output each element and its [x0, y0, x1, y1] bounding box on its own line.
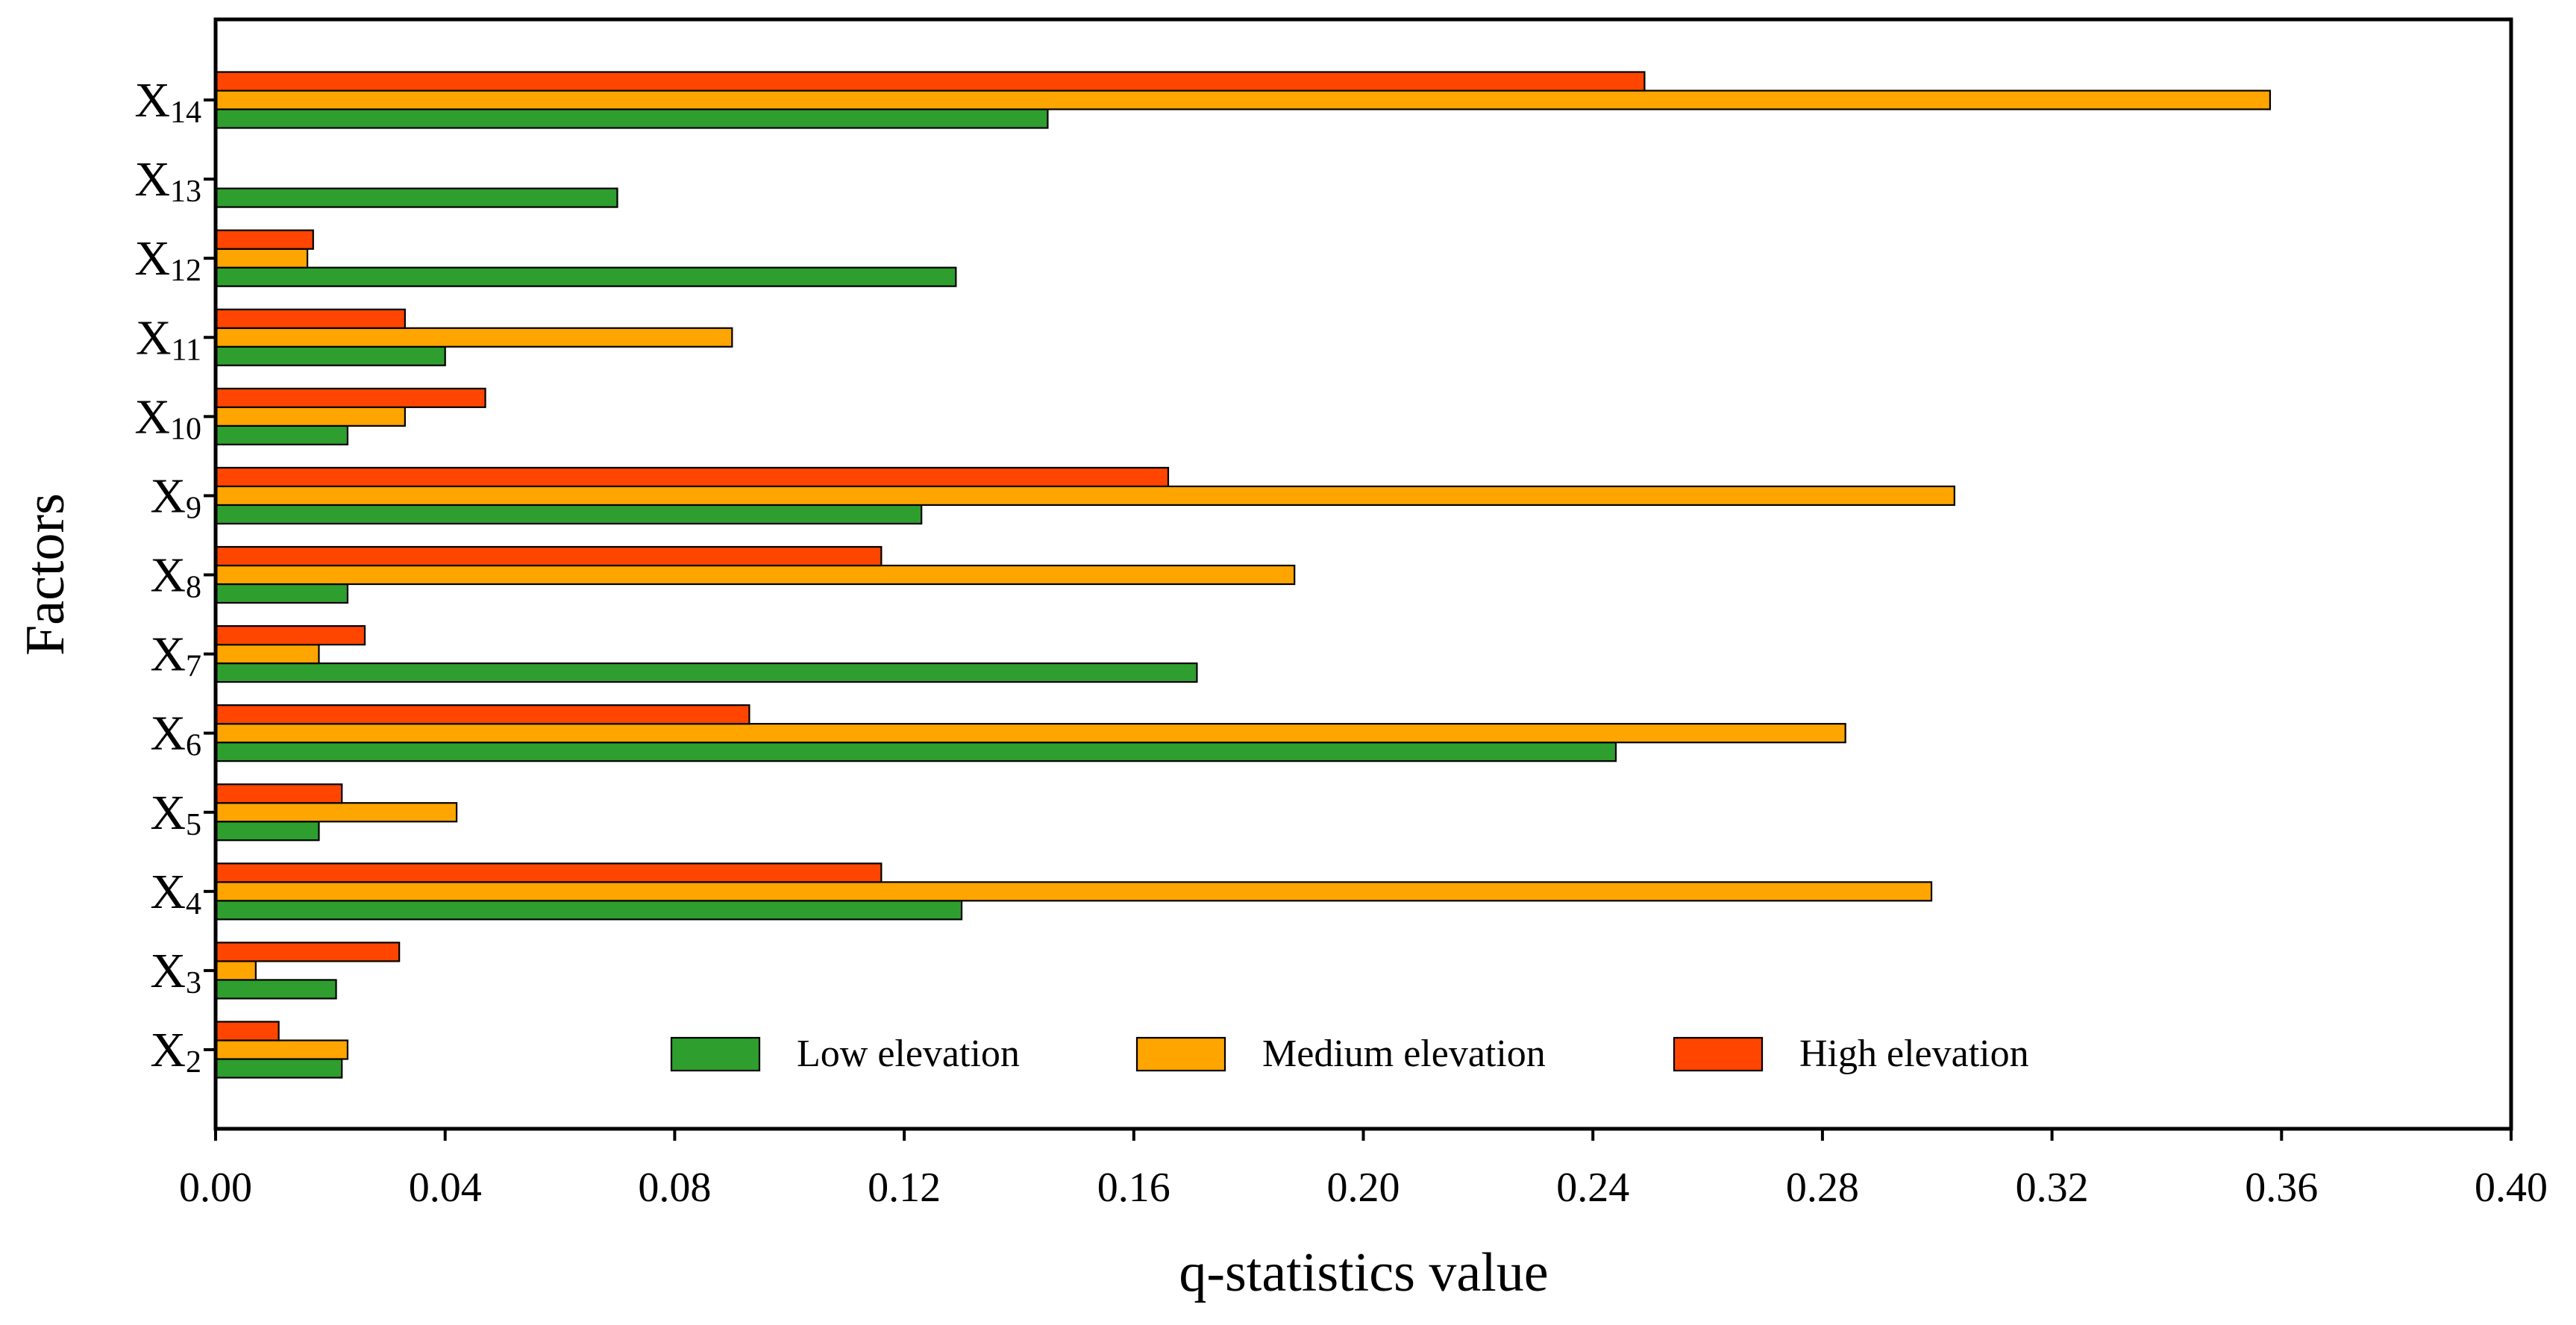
bar-low-elevation-x13: [214, 187, 618, 208]
y-tick-label-x12: X12: [134, 231, 201, 288]
x-tick-label: 0.24: [1556, 1165, 1629, 1211]
bar-low-elevation-x8: [214, 583, 349, 604]
x-tick-label: 0.16: [1097, 1165, 1171, 1211]
y-axis: X2 X3 X4 X5 X6 X7 X8 X9 X10 X11 X12 X13 X14: [134, 73, 216, 1080]
x-tick-label: 0.20: [1327, 1165, 1400, 1211]
y-tick-label-x14: X14: [134, 73, 201, 130]
x-axis: 0.00 0.04 0.08 0.12 0.16 0.20 0.24 0.28 0.32 0.36…: [179, 1129, 2548, 1211]
y-tick-label-x8: X8: [150, 548, 201, 605]
legend: Low elevation Medium elevation High elevat…: [670, 1033, 2029, 1075]
x-tick-label: 0.08: [638, 1165, 711, 1211]
bar-high-elevation-x6: [214, 704, 750, 725]
bar-high-elevation-x8: [214, 545, 883, 567]
bars-layer: [214, 71, 2272, 1079]
x-tick-label: 0.00: [179, 1165, 252, 1211]
x-tick-label: 0.36: [2245, 1165, 2318, 1211]
bar-low-elevation-x9: [214, 504, 923, 525]
y-tick-label-x7: X7: [150, 627, 201, 684]
bar-medium-elevation-x14: [214, 90, 2272, 110]
bar-medium-elevation-x7: [214, 643, 320, 665]
legend-label-medium-elevation: Medium elevation: [1262, 1033, 1546, 1075]
bar-low-elevation-x12: [214, 266, 957, 287]
bar-high-elevation-x11: [214, 308, 406, 329]
bar-low-elevation-x4: [214, 900, 963, 921]
bar-high-elevation-x5: [214, 783, 343, 804]
bar-medium-elevation-x10: [214, 406, 406, 427]
bar-medium-elevation-x3: [214, 960, 257, 981]
x-tick-label: 0.28: [1786, 1165, 1859, 1211]
bar-low-elevation-x7: [214, 662, 1198, 683]
bar-high-elevation-x12: [214, 229, 314, 250]
bar-high-elevation-x9: [214, 466, 1170, 488]
y-tick-label-x9: X9: [150, 469, 201, 525]
y-tick-label-x13: X13: [134, 152, 201, 209]
legend-swatch-low-elevation: [670, 1036, 761, 1072]
bar-medium-elevation-x5: [214, 802, 458, 823]
y-axis-title: Factors: [15, 493, 76, 656]
y-tick-label-x3: X3: [150, 944, 201, 1000]
bar-medium-elevation-x4: [214, 881, 1933, 902]
bar-high-elevation-x2: [214, 1021, 280, 1041]
bar-medium-elevation-x11: [214, 327, 733, 348]
y-tick-label-x5: X5: [150, 786, 201, 842]
x-tick-label: 0.12: [868, 1165, 941, 1211]
bar-low-elevation-x11: [214, 345, 446, 366]
bar-high-elevation-x4: [214, 862, 883, 883]
bar-low-elevation-x6: [214, 742, 1617, 762]
bar-low-elevation-x3: [214, 979, 337, 1000]
bar-high-elevation-x10: [214, 387, 486, 408]
legend-swatch-medium-elevation: [1135, 1036, 1226, 1072]
y-tick-label-x6: X6: [150, 707, 201, 763]
y-tick-label-x10: X10: [134, 389, 201, 446]
bar-high-elevation-x7: [214, 624, 366, 646]
legend-label-low-elevation: Low elevation: [797, 1033, 1020, 1075]
legend-swatch-high-elevation: [1673, 1036, 1764, 1072]
bar-medium-elevation-x12: [214, 248, 309, 269]
bar-low-elevation-x14: [214, 108, 1049, 129]
bar-high-elevation-x3: [214, 942, 401, 962]
x-tick-label: 0.04: [409, 1165, 482, 1211]
bar-medium-elevation-x8: [214, 564, 1296, 586]
legend-label-high-elevation: High elevation: [1799, 1033, 2029, 1075]
bar-medium-elevation-x2: [214, 1039, 349, 1060]
y-tick-label-x4: X4: [150, 865, 201, 921]
y-tick-label-x11: X11: [136, 310, 201, 367]
x-axis-title: q-statistics value: [1179, 1242, 1548, 1303]
bar-low-elevation-x5: [214, 821, 320, 842]
y-tick-label-x2: X2: [150, 1023, 201, 1080]
x-tick-label: 0.32: [2016, 1165, 2089, 1211]
bar-low-elevation-x2: [214, 1058, 343, 1079]
bar-medium-elevation-x6: [214, 723, 1846, 744]
bar-high-elevation-x14: [214, 71, 1646, 92]
bar-low-elevation-x10: [214, 425, 349, 445]
bar-medium-elevation-x9: [214, 485, 1955, 507]
x-tick-label: 0.40: [2475, 1165, 2548, 1211]
